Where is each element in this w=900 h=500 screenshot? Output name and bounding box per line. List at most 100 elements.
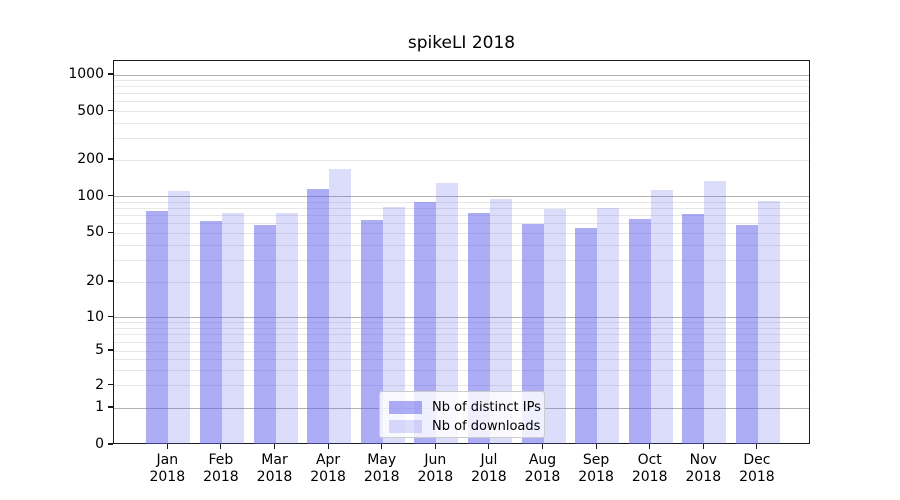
legend-swatch-downloads [389, 420, 422, 433]
minor-gridline [114, 138, 809, 140]
minor-gridline [114, 215, 809, 217]
minor-gridline [114, 327, 809, 329]
month-label: Jun [424, 452, 447, 468]
bar-downloads-feb [221, 212, 244, 444]
minor-gridline [114, 208, 809, 209]
minor-gridline [114, 232, 809, 234]
major-gridline [114, 74, 809, 76]
bar-distinct-ips-may [360, 219, 383, 444]
y-tick [108, 315, 113, 318]
minor-gridline [114, 350, 809, 352]
x-tick [434, 444, 436, 449]
month-label: Apr [315, 452, 341, 468]
y-tick-label: 100 [77, 187, 104, 204]
y-tick-label: 10 [86, 308, 104, 325]
bar-downloads-apr [329, 168, 352, 444]
month-label: Nov [689, 452, 717, 468]
minor-gridline [114, 111, 809, 112]
y-tick [108, 443, 113, 445]
bar-downloads-aug [543, 208, 566, 444]
minor-gridline [114, 93, 809, 95]
x-tick [541, 444, 544, 449]
x-tick [166, 444, 168, 449]
year-label: 2018 [310, 468, 346, 485]
year-label: 2018 [631, 468, 668, 485]
y-tick-label: 200 [77, 151, 104, 167]
year-label: 2018 [739, 468, 775, 485]
minor-gridline [114, 369, 809, 371]
y-tick-label: 20 [86, 273, 104, 289]
minor-gridline [114, 159, 809, 161]
month-label: Jan [156, 452, 179, 468]
bar-downloads-jan [168, 190, 191, 444]
y-tick-label: 500 [77, 102, 104, 119]
year-label: 2018 [203, 468, 239, 485]
bar-distinct-ips-dec [735, 224, 758, 444]
x-tick-label-jun: Jun 2018 [395, 452, 475, 485]
bar-distinct-ips-feb [199, 221, 222, 444]
x-tick-label-mar: Mar 2018 [235, 452, 315, 485]
minor-gridline [114, 101, 809, 103]
bar-distinct-ips-apr [307, 189, 330, 444]
y-tick [108, 158, 113, 160]
x-tick [273, 444, 276, 449]
x-tick [220, 444, 222, 449]
month-label: Sep [582, 452, 610, 468]
y-tick [108, 195, 113, 197]
bar-downloads-mar [275, 213, 298, 444]
legend-label-downloads: Nb of downloads [432, 419, 541, 434]
x-tick-label-dec: Dec 2018 [717, 452, 797, 485]
plot-area: Nb of distinct IPs Nb of downloads [113, 60, 810, 444]
bar-downloads-sep [597, 207, 620, 444]
legend-swatch-distinct-ips [389, 401, 422, 414]
bar-distinct-ips-oct [628, 218, 651, 444]
minor-gridline [114, 281, 809, 283]
x-tick-label-apr: Apr 2018 [288, 452, 368, 485]
x-tick [756, 444, 758, 449]
legend-item-distinct-ips: Nb of distinct IPs [389, 399, 541, 416]
year-label: 2018 [256, 468, 293, 485]
x-tick [649, 444, 651, 449]
bar-downloads-jun [436, 183, 459, 444]
y-tick [108, 231, 113, 233]
y-tick-label: 5 [95, 342, 104, 358]
x-tick-label-aug: Aug 2018 [503, 452, 583, 485]
bar-downloads-oct [650, 190, 673, 444]
bar-distinct-ips-jan [146, 211, 169, 444]
month-label: May [367, 452, 397, 468]
minor-gridline [114, 334, 809, 336]
y-tick [108, 383, 113, 386]
year-label: 2018 [685, 468, 722, 485]
minor-gridline [114, 385, 809, 386]
x-tick-label-feb: Feb 2018 [181, 452, 261, 485]
minor-gridline [114, 259, 809, 261]
year-label: 2018 [578, 468, 614, 485]
major-gridline [114, 317, 809, 318]
bar-distinct-ips-mar [253, 224, 276, 444]
bar-distinct-ips-aug [521, 223, 544, 444]
y-tick-label: 50 [86, 224, 104, 241]
x-tick [702, 444, 704, 449]
legend: Nb of distinct IPs Nb of downloads [379, 391, 545, 438]
minor-gridline [114, 80, 809, 82]
minor-gridline [114, 322, 809, 324]
month-label: Dec [743, 452, 771, 468]
major-gridline [114, 196, 809, 198]
legend-item-downloads: Nb of downloads [389, 418, 540, 435]
y-tick [108, 280, 113, 282]
x-tick-label-may: May 2018 [342, 452, 422, 485]
month-label: Jul [480, 452, 498, 468]
year-label: 2018 [471, 468, 507, 485]
x-tick [488, 444, 490, 449]
bar-downloads-may [382, 207, 405, 444]
minor-gridline [114, 358, 809, 360]
bar-distinct-ips-jun [414, 202, 437, 444]
legend-label-distinct-ips: Nb of distinct IPs [432, 400, 541, 415]
minor-gridline [114, 86, 809, 88]
month-label: Feb [208, 452, 234, 468]
bar-distinct-ips-nov [682, 214, 705, 444]
x-tick [327, 444, 329, 449]
x-tick-label-jul: Jul 2018 [449, 452, 529, 485]
minor-gridline [114, 223, 809, 225]
